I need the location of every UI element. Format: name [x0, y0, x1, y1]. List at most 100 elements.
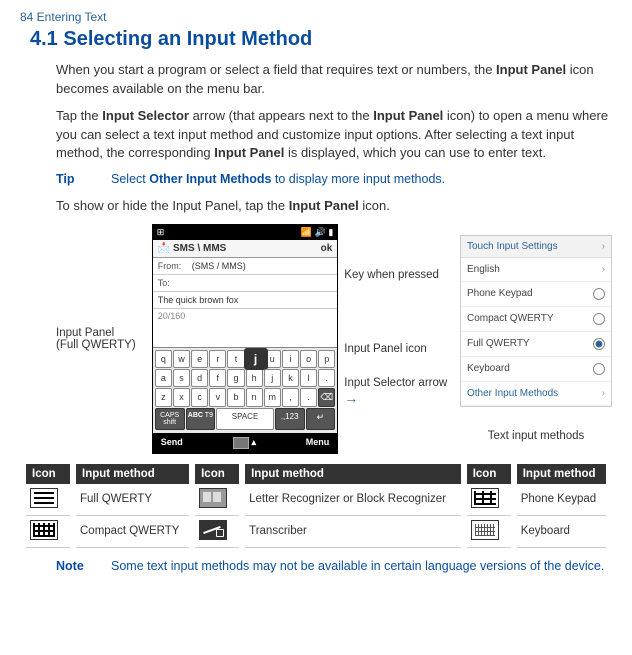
settings-item-4[interactable]: Keyboard: [461, 357, 611, 382]
tip-text: Select Other Input Methods to display mo…: [111, 171, 612, 189]
key-g[interactable]: g: [227, 369, 244, 387]
settings-item-1[interactable]: Phone Keypad: [461, 282, 611, 307]
from-label: From:: [158, 261, 188, 271]
th-method-3: Input method: [517, 464, 606, 484]
key-h[interactable]: j h: [246, 369, 263, 387]
spacer: [153, 323, 338, 348]
phone-window: SMS \ MMS: [173, 243, 226, 254]
left-label-1: Input Panel: [56, 327, 146, 339]
input-selector-arrow-icon[interactable]: ▴: [252, 437, 257, 448]
tip-a: Select: [111, 172, 149, 186]
si5: Other Input Methods: [467, 388, 558, 399]
settings-item-0[interactable]: English›: [461, 258, 611, 282]
key-f[interactable]: f: [209, 369, 226, 387]
to-row[interactable]: To:: [153, 275, 338, 292]
tip-b: Other Input Methods: [149, 172, 271, 186]
settings-item-5[interactable]: Other Input Methods›: [461, 382, 611, 406]
soft-left[interactable]: Send: [161, 437, 183, 449]
label-selector-arrow: Input Selector arrow →: [344, 377, 454, 409]
kbd-row-3: z x c v b n m , . ⌫: [155, 388, 336, 407]
key-p[interactable]: p: [318, 350, 335, 368]
key-h-lbl: h: [252, 373, 257, 383]
phone-keypad-icon: [471, 488, 499, 508]
key-o[interactable]: o: [300, 350, 317, 368]
p1b: Input Panel: [496, 62, 566, 77]
soft-right[interactable]: Menu: [306, 437, 330, 449]
key-period[interactable]: .: [300, 388, 317, 407]
key-e[interactable]: e: [191, 350, 208, 368]
key-space[interactable]: SPACE: [216, 408, 274, 430]
kbd-row-4: CAPS shift ABC T9 SPACE .,123 ↵: [155, 408, 336, 430]
key-sym[interactable]: .,123: [275, 408, 305, 430]
key-w[interactable]: w: [173, 350, 190, 368]
chev-0: ›: [602, 264, 605, 275]
key-i[interactable]: i: [282, 350, 299, 368]
caps-lbl: CAPS: [160, 412, 179, 419]
p2g: is displayed, which you can use to enter…: [284, 145, 546, 160]
table-row: Full QWERTY Letter Recognizer or Block R…: [26, 484, 606, 516]
t9-lbl: T9: [205, 412, 213, 419]
key-b[interactable]: b: [227, 388, 244, 407]
key-x[interactable]: x: [173, 388, 190, 407]
settings-wrap: Touch Input Settings › English› Phone Ke…: [460, 235, 612, 442]
phone-title: 📩 SMS \ MMS ok: [153, 240, 338, 258]
key-z[interactable]: z: [155, 388, 172, 407]
p3a: To show or hide the Input Panel, tap the: [56, 198, 289, 213]
key-n[interactable]: n: [246, 388, 263, 407]
left-label-2: (Full QWERTY): [56, 339, 146, 351]
key-shift[interactable]: CAPS shift: [155, 408, 185, 430]
settings-list: Touch Input Settings › English› Phone Ke…: [460, 235, 612, 407]
key-enter[interactable]: ↵: [306, 408, 336, 430]
key-r[interactable]: r: [209, 350, 226, 368]
tip-label: Tip: [56, 171, 111, 189]
from-value: (SMS / MMS): [192, 261, 333, 271]
radio-2: [593, 313, 605, 325]
p3b: Input Panel: [289, 198, 359, 213]
cell-10: Compact QWERTY: [76, 516, 189, 548]
cell-01: Letter Recognizer or Block Recognizer: [245, 484, 461, 516]
para-1: When you start a program or select a fie…: [56, 61, 612, 99]
settings-item-3[interactable]: Full QWERTY: [461, 332, 611, 357]
phone-mock: ⊞ 📶 🔊 ▮ 📩 SMS \ MMS ok From: (SMS / MMS)…: [152, 224, 339, 454]
key-v[interactable]: v: [209, 388, 226, 407]
key-popup: j: [244, 348, 268, 370]
input-panel-icon[interactable]: [233, 437, 249, 449]
note-row: Note Some text input methods may not be …: [56, 558, 612, 576]
settings-header[interactable]: Touch Input Settings ›: [461, 236, 611, 258]
tip-c: to display more input methods.: [271, 172, 445, 186]
radio-4: [593, 363, 605, 375]
cell-11: Transcriber: [245, 516, 461, 548]
key-comma[interactable]: ,: [282, 388, 299, 407]
keyboard: q w e r t y u i o p a s d f g j h: [153, 348, 338, 433]
p1a: When you start a program or select a fie…: [56, 62, 496, 77]
methods-table: Icon Input method Icon Input method Icon…: [20, 464, 612, 548]
key-j[interactable]: j: [264, 369, 281, 387]
keyboard-icon: [471, 520, 499, 540]
key-l[interactable]: l: [300, 369, 317, 387]
key-abc[interactable]: ABC T9: [186, 408, 216, 430]
note-label: Note: [56, 558, 111, 576]
key-k[interactable]: k: [282, 369, 299, 387]
ok-button[interactable]: ok: [321, 243, 333, 254]
p2d: Input Panel: [373, 108, 443, 123]
th-method-2: Input method: [245, 464, 461, 484]
key-d[interactable]: d: [191, 369, 208, 387]
key-back[interactable]: ⌫: [318, 388, 335, 407]
key-a[interactable]: a: [155, 369, 172, 387]
figure-area: Input Panel (Full QWERTY) ⊞ 📶 🔊 ▮ 📩 SMS …: [56, 224, 612, 454]
key-c[interactable]: c: [191, 388, 208, 407]
msg-row[interactable]: The quick brown fox: [153, 292, 338, 309]
abc-lbl: ABC: [188, 412, 203, 419]
compact-qwerty-icon: [30, 520, 58, 540]
settings-item-2[interactable]: Compact QWERTY: [461, 307, 611, 332]
key-dot[interactable]: .: [318, 369, 335, 387]
key-q[interactable]: q: [155, 350, 172, 368]
to-label: To:: [158, 278, 188, 288]
label-panel-icon: Input Panel icon: [344, 343, 454, 357]
key-m[interactable]: m: [264, 388, 281, 407]
key-t[interactable]: t: [227, 350, 244, 368]
soft-mid: ▴: [233, 437, 257, 449]
from-row: From: (SMS / MMS): [153, 258, 338, 275]
key-s[interactable]: s: [173, 369, 190, 387]
start-icon: ⊞: [157, 227, 165, 238]
